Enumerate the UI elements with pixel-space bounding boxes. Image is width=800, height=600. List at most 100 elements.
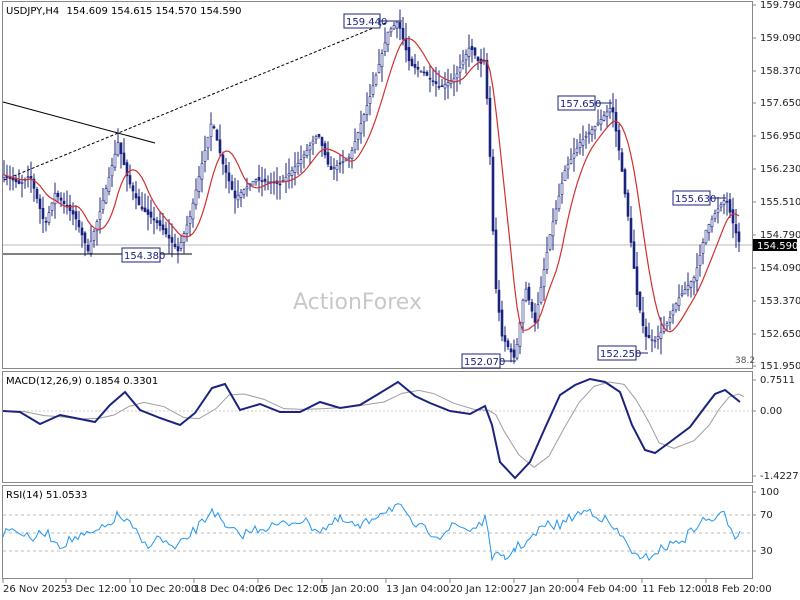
macd-y-axis: 0.7511 0.00 -1.4227 — [752, 375, 799, 482]
candle-body — [665, 323, 669, 327]
candle-body — [710, 218, 714, 228]
candle-body — [428, 77, 432, 80]
candle-body — [422, 71, 426, 74]
candle-body — [107, 176, 111, 192]
candle-body — [347, 156, 351, 159]
x-tick-label: 10 Dec 20:00 — [130, 584, 197, 595]
candle-body — [641, 312, 645, 327]
rsi-y-tick: 70 — [760, 510, 773, 521]
y-tick-label: 158.370 — [760, 66, 800, 77]
x-tick-label: 11 Feb 12:00 — [642, 584, 708, 595]
candle-body — [287, 173, 291, 177]
candle-body — [20, 181, 24, 184]
candle-body — [653, 340, 657, 342]
candlestick-series — [2, 9, 741, 364]
candle-body — [533, 312, 537, 323]
candle-body — [707, 224, 711, 233]
annotation-152250: 152.250 — [597, 345, 648, 361]
candle-body — [620, 152, 624, 172]
macd-label: MACD(12,26,9) 0.1854 0.3301 — [6, 376, 158, 387]
candle-body — [140, 206, 144, 210]
candle-body — [155, 220, 159, 224]
candle-body — [311, 140, 315, 145]
candle-body — [713, 213, 717, 219]
candle-body — [326, 152, 330, 165]
x-tick-label: 18 Dec 04:00 — [194, 584, 261, 595]
candle-body — [368, 96, 372, 104]
x-tick-label: 4 Feb 04:00 — [578, 584, 637, 595]
candle-body — [557, 195, 561, 210]
candle-body — [560, 182, 564, 195]
y-tick-label: 156.230 — [760, 164, 800, 175]
candle-body — [167, 234, 171, 239]
candle-body — [674, 303, 678, 311]
candle-body — [509, 348, 513, 353]
candle-body — [644, 326, 648, 337]
candle-body — [650, 338, 654, 341]
candle-body — [242, 189, 246, 195]
candle-body — [380, 53, 384, 68]
candle-body — [245, 186, 249, 190]
candle-body — [374, 74, 378, 85]
candle-body — [587, 132, 591, 135]
macd-panel-frame — [2, 371, 753, 483]
candle-body — [38, 198, 42, 209]
candle-body — [80, 227, 84, 236]
symbol-ohlc-label: USDJPY,H4 154.609 154.615 154.570 154.59… — [6, 6, 241, 17]
candle-body — [53, 193, 57, 205]
trendline-dotted — [3, 21, 389, 181]
candle-body — [413, 64, 417, 68]
macd-y-tick: -1.4227 — [760, 471, 799, 482]
rsi-label: RSI(14) 51.0533 — [6, 490, 87, 501]
candle-body — [206, 136, 210, 149]
candle-body — [17, 180, 21, 184]
macd-y-tick: 0.7511 — [760, 375, 795, 386]
candle-body — [551, 221, 555, 237]
candle-body — [458, 67, 462, 73]
candle-body — [332, 167, 336, 169]
candle-body — [41, 208, 45, 220]
candle-body — [137, 196, 141, 206]
candle-body — [440, 85, 444, 88]
candle-body — [356, 132, 360, 140]
candle-body — [569, 158, 573, 165]
candle-body — [50, 202, 54, 211]
candle-body — [596, 122, 600, 126]
annotation-157650: 157.650 — [557, 95, 612, 111]
candle-body — [119, 142, 123, 155]
candle-body — [362, 114, 366, 123]
annotation-155630: 155.630 — [672, 190, 726, 206]
fib-level-label: 38.2 — [735, 356, 755, 366]
candle-body — [257, 177, 261, 181]
candle-body — [416, 66, 420, 70]
candle-body — [359, 123, 363, 134]
candle-body — [737, 231, 741, 242]
candle-body — [473, 47, 477, 56]
y-tick-label: 151.950 — [760, 361, 800, 372]
candle-body — [542, 269, 546, 287]
candle-body — [59, 197, 63, 201]
candle-body — [110, 165, 114, 177]
candle-body — [47, 212, 51, 223]
ohlc-values: 154.609 154.615 154.570 154.590 — [66, 6, 241, 17]
candle-body — [389, 28, 393, 33]
candle-body — [455, 73, 459, 79]
candle-body — [419, 70, 423, 73]
candle-body — [83, 232, 87, 244]
candle-body — [572, 153, 576, 159]
candle-body — [71, 210, 75, 215]
trendline-descending — [2, 101, 156, 144]
candle-body — [677, 297, 681, 306]
candle-body — [545, 251, 549, 270]
candle-body — [491, 156, 495, 232]
candle-body — [566, 164, 570, 170]
candle-body — [308, 145, 312, 151]
candle-body — [659, 331, 663, 339]
candle-body — [266, 181, 270, 184]
x-tick-label: 5 Jan 20:00 — [322, 584, 379, 595]
macd-line — [2, 377, 741, 480]
candle-body — [29, 176, 33, 179]
candle-body — [212, 126, 216, 129]
candle-body — [176, 246, 180, 252]
candle-body — [89, 240, 93, 254]
